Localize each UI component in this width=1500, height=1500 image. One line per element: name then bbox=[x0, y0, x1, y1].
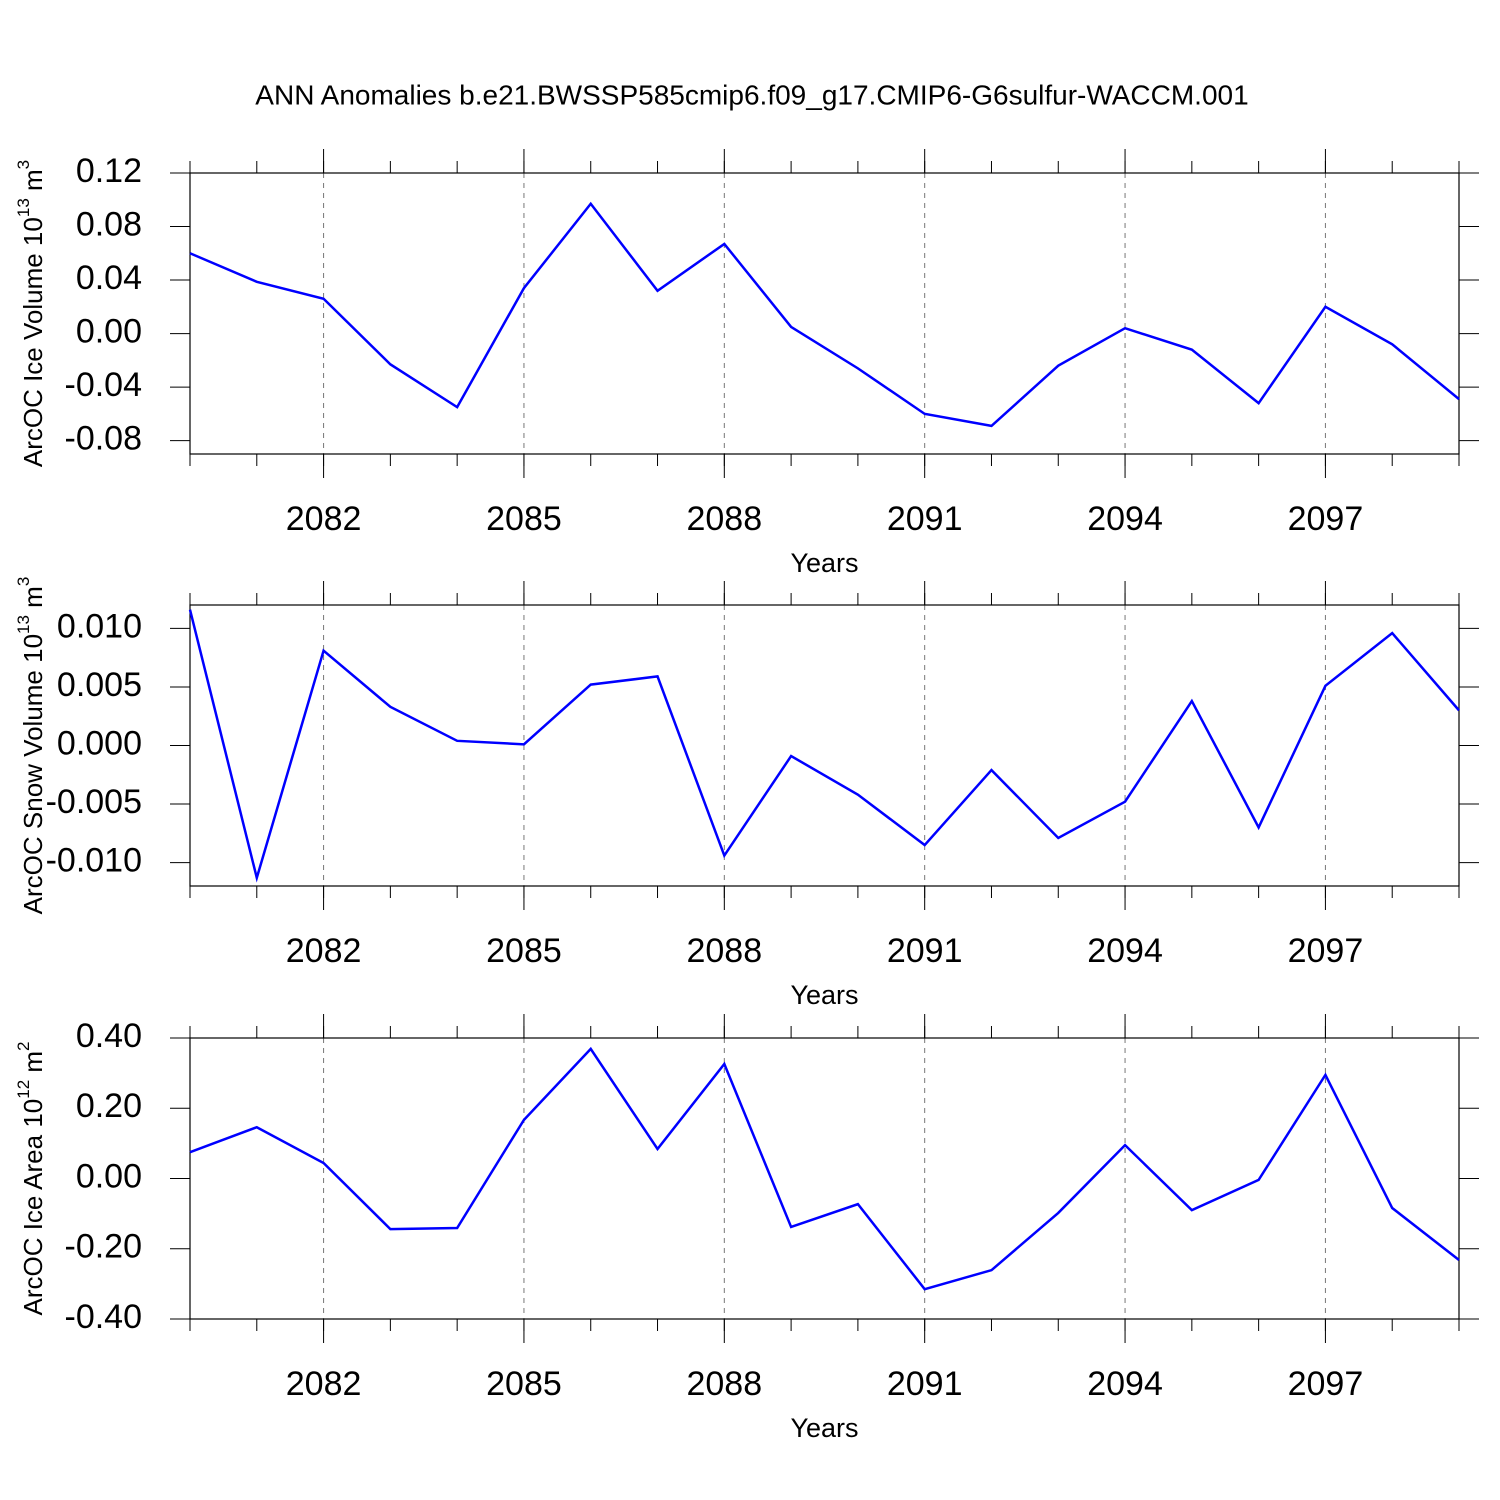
plot-frame bbox=[189, 1037, 1460, 1320]
y-axis-title-exponent: 13 bbox=[14, 198, 33, 217]
x-tick-label: 2094 bbox=[1087, 500, 1163, 538]
y-tick-label: 0.12 bbox=[76, 152, 142, 190]
x-tick-label: 2091 bbox=[887, 500, 963, 538]
y-axis-title-part: m bbox=[18, 169, 48, 198]
y-axis-title-part: ArcOC Ice Area 10 bbox=[18, 1099, 48, 1316]
y-tick-label: 0.04 bbox=[76, 259, 142, 297]
x-tick-label: 2094 bbox=[1087, 1365, 1163, 1403]
y-tick-label: 0.010 bbox=[57, 607, 142, 645]
y-axis-title-exponent: 13 bbox=[14, 615, 33, 634]
y-tick-label: 0.08 bbox=[76, 206, 142, 244]
x-tick-label: 2085 bbox=[486, 500, 562, 538]
y-axis-title-part: ArcOC Snow Volume 10 bbox=[18, 634, 48, 914]
y-axis-title-part: m bbox=[18, 586, 48, 615]
y-tick-label: -0.005 bbox=[46, 783, 142, 821]
y-tick-label: -0.08 bbox=[65, 420, 143, 458]
y-tick-label: -0.40 bbox=[65, 1298, 143, 1336]
x-tick-label: 2088 bbox=[686, 1365, 762, 1403]
y-tick-label: -0.20 bbox=[65, 1228, 143, 1266]
x-axis-title: Years bbox=[790, 980, 858, 1010]
y-axis-title: ArcOC Snow Volume 1013 m3 bbox=[14, 577, 47, 915]
y-tick-label: 0.00 bbox=[76, 1157, 142, 1195]
y-tick-label: 0.000 bbox=[57, 724, 142, 762]
y-axis-title-exponent: 12 bbox=[14, 1080, 33, 1099]
y-axis-title: ArcOC Ice Volume 1013 m3 bbox=[14, 160, 47, 467]
y-tick-label: 0.005 bbox=[57, 666, 142, 704]
x-tick-label: 2097 bbox=[1288, 932, 1364, 970]
data-line bbox=[188, 609, 1460, 883]
x-tick-label: 2091 bbox=[887, 932, 963, 970]
x-tick-label: 2097 bbox=[1288, 500, 1364, 538]
x-axis-title: Years bbox=[790, 548, 858, 578]
x-tick-label: 2094 bbox=[1087, 932, 1163, 970]
y-axis-title-part: m bbox=[18, 1051, 48, 1080]
y-axis-title-exponent: 3 bbox=[14, 160, 33, 169]
x-axis-title: Years bbox=[790, 1413, 858, 1443]
y-axis-title: ArcOC Ice Area 1012 m2 bbox=[14, 1041, 47, 1315]
y-tick-label: 0.40 bbox=[76, 1017, 142, 1055]
plot-frame bbox=[189, 604, 1460, 887]
x-tick-label: 2097 bbox=[1288, 1365, 1364, 1403]
x-tick-label: 2091 bbox=[887, 1365, 963, 1403]
x-tick-label: 2082 bbox=[286, 500, 362, 538]
x-tick-label: 2088 bbox=[686, 500, 762, 538]
data-line bbox=[189, 201, 1460, 428]
x-tick-label: 2082 bbox=[286, 932, 362, 970]
data-line bbox=[189, 1046, 1460, 1291]
chart-title: ANN Anomalies b.e21.BWSSP585cmip6.f09_g1… bbox=[255, 79, 1248, 110]
x-tick-label: 2088 bbox=[686, 932, 762, 970]
y-tick-label: 0.00 bbox=[76, 313, 142, 351]
x-tick-label: 2085 bbox=[486, 932, 562, 970]
x-tick-label: 2085 bbox=[486, 1365, 562, 1403]
y-tick-label: 0.20 bbox=[76, 1087, 142, 1125]
plot-frame bbox=[189, 172, 1460, 455]
y-axis-title-exponent: 3 bbox=[14, 577, 33, 586]
y-axis-title-exponent: 2 bbox=[14, 1041, 33, 1050]
y-axis-title-part: ArcOC Ice Volume 10 bbox=[18, 217, 48, 467]
y-tick-label: -0.04 bbox=[65, 366, 143, 404]
x-tick-label: 2082 bbox=[286, 1365, 362, 1403]
y-tick-label: -0.010 bbox=[46, 842, 142, 880]
